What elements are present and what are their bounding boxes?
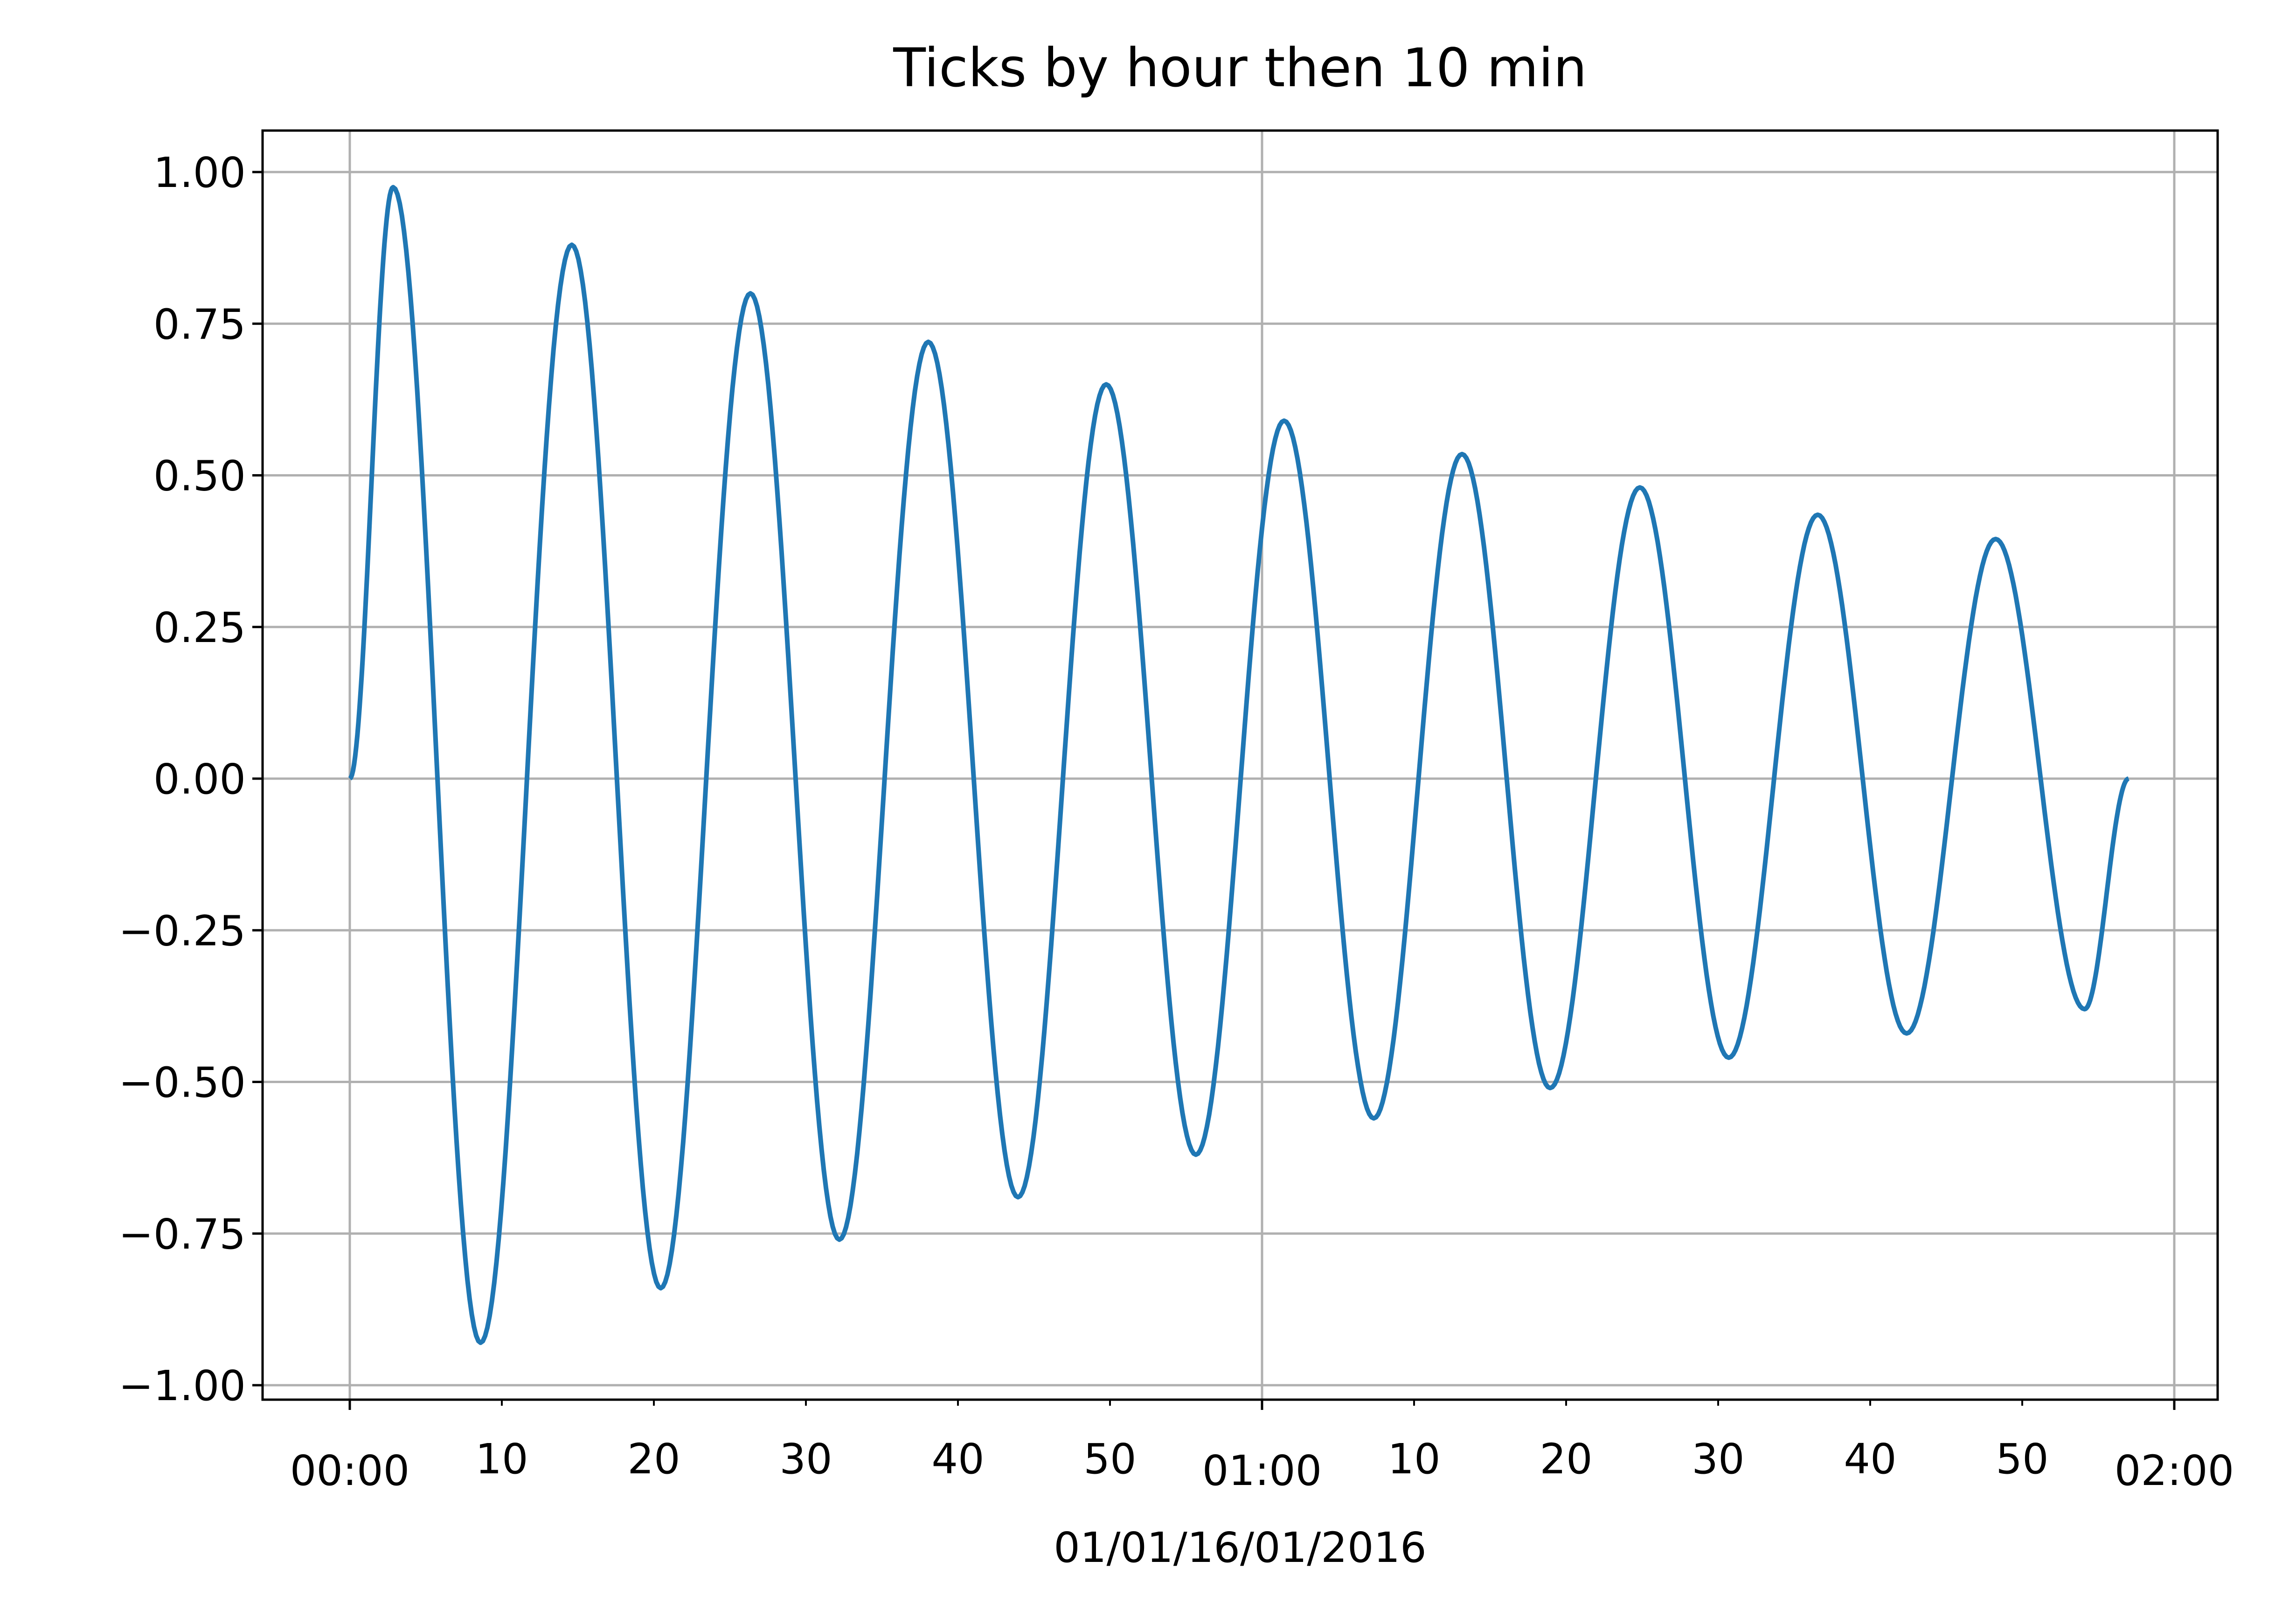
y-tick-label: 0.00 xyxy=(153,755,246,803)
x-minor-tick-label: 10 xyxy=(475,1435,528,1483)
x-minor-tick-label: 30 xyxy=(1692,1435,1744,1483)
x-axis-label: 01/01/16/01/2016 xyxy=(1054,1523,1426,1572)
x-minor-tick-label: 10 xyxy=(1387,1435,1440,1483)
x-minor-tick-label: 20 xyxy=(1540,1435,1592,1483)
x-major-tick-label: 00:00 xyxy=(290,1446,409,1495)
x-minor-tick-label: 50 xyxy=(1083,1435,1136,1483)
y-tick-label: −0.50 xyxy=(118,1058,246,1107)
plot-area-frame xyxy=(261,129,2219,1401)
x-minor-tick-label: 40 xyxy=(931,1435,984,1483)
y-tick-label: 0.25 xyxy=(153,603,246,652)
x-minor-tick-label: 20 xyxy=(627,1435,680,1483)
y-tick-label: −0.75 xyxy=(118,1210,246,1258)
y-tick-label: 0.75 xyxy=(153,300,246,348)
series-line xyxy=(348,185,2130,1345)
y-tick-label: −0.25 xyxy=(118,906,246,955)
chart-title: Ticks by hour then 10 min xyxy=(893,37,1587,99)
y-tick-label: 0.50 xyxy=(153,452,246,500)
x-minor-tick-label: 30 xyxy=(779,1435,832,1483)
x-minor-tick-label: 40 xyxy=(1844,1435,1896,1483)
axis-ticks: 1.00 0.75 0.50 0.25 0.00 −0.25 −0.50 −0.75 −1.00… xyxy=(118,148,2234,1495)
series-layer xyxy=(348,185,2130,1345)
y-tick-label: −1.00 xyxy=(118,1361,246,1410)
x-major-tick-label: 01:00 xyxy=(1202,1446,1322,1495)
x-major-tick-label: 02:00 xyxy=(2115,1446,2234,1495)
x-minor-tick-label: 50 xyxy=(1996,1435,2048,1483)
y-tick-label: 1.00 xyxy=(153,148,246,197)
